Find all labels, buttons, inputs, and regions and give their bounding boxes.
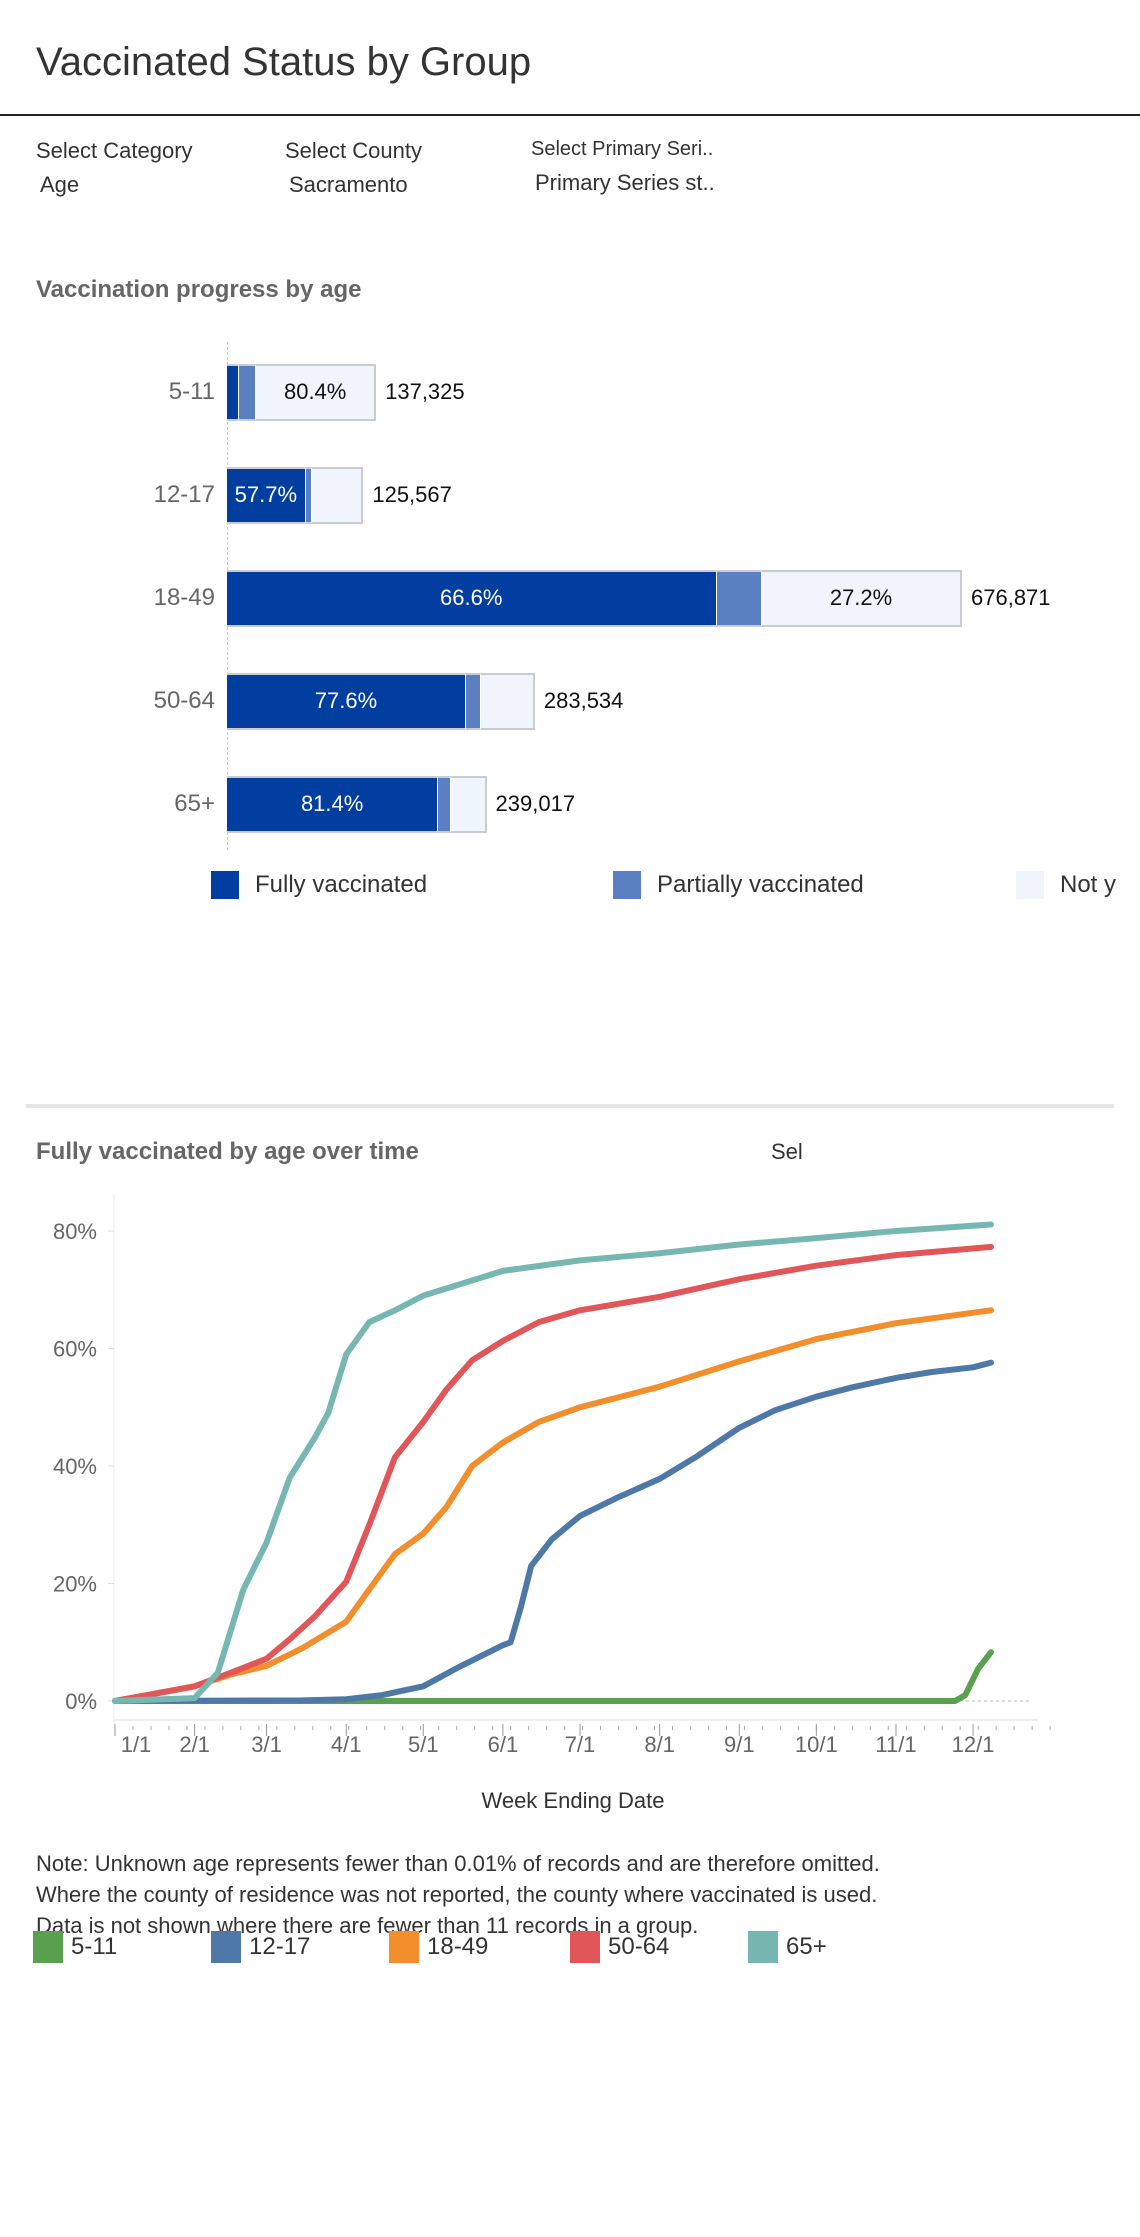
bar-segment-partially[interactable] (305, 466, 313, 524)
y-tick-label: 80% (53, 1219, 97, 1244)
x-tick-label: 6/1 (488, 1732, 519, 1757)
bar-segment-not-yet[interactable] (312, 466, 364, 524)
bar-total-label: 239,017 (495, 791, 576, 816)
bar-category-label: 5-11 (168, 378, 215, 405)
bar-category-label: 18-49 (153, 584, 215, 611)
line-series-50-64[interactable] (112, 1243, 994, 1704)
filter-county[interactable]: Select County Sacramento (285, 138, 422, 198)
bar-category-label: 12-17 (153, 481, 215, 508)
line-series-5-11[interactable] (112, 1649, 994, 1704)
bar-segment-fully[interactable]: 57.7% (227, 466, 306, 524)
bar-chart-title: Vaccination progress by age (36, 276, 362, 303)
line-chart-selector-label[interactable]: Sel (771, 1139, 803, 1164)
bar-segment-partially[interactable] (716, 569, 763, 627)
bar-total-label: 137,325 (385, 379, 465, 404)
legend-label: 50-64 (608, 1933, 670, 1960)
bar-category-label: 50-64 (153, 687, 215, 714)
filter-primary-series-value[interactable]: Primary Series st.. (535, 170, 715, 195)
bar-segment-fully[interactable]: 66.6% (227, 569, 717, 627)
bar-data-label: 27.2% (829, 585, 893, 610)
bar-segment-not-yet[interactable] (451, 775, 487, 833)
line-chart-title: Fully vaccinated by age over time (36, 1138, 419, 1165)
filter-primary-series[interactable]: Select Primary Seri.. Primary Series st.… (531, 138, 715, 196)
bar-segment-partially[interactable] (465, 672, 482, 730)
x-tick-label: 4/1 (331, 1732, 362, 1757)
x-tick-label: 5/1 (408, 1732, 439, 1757)
bar-segment-fully[interactable]: 81.4% (227, 775, 439, 833)
legend-swatch-fully (211, 871, 239, 899)
legend-swatch-not-yet (1016, 871, 1044, 899)
legend-label-partially: Partially vaccinated (657, 871, 864, 898)
legend-label-not-yet: Not y (1060, 871, 1117, 898)
filter-category[interactable]: Select Category Age (36, 138, 193, 198)
x-tick-label: 1/1 (121, 1732, 152, 1757)
bar-segment-fully[interactable] (227, 363, 240, 421)
legend-label: 12-17 (249, 1933, 311, 1960)
y-tick-label: 20% (53, 1572, 97, 1597)
x-tick-label: 10/1 (795, 1732, 838, 1757)
y-tick-label: 60% (53, 1337, 97, 1362)
x-tick-label: 7/1 (565, 1732, 596, 1757)
legend-label: 5-11 (71, 1933, 118, 1960)
filter-county-value[interactable]: Sacramento (289, 172, 408, 197)
note-line-1: Note: Unknown age represents fewer than … (36, 1851, 880, 1876)
bar-total-label: 283,534 (543, 688, 624, 713)
bar-data-label: 77.6% (314, 688, 378, 713)
bar-segment-not-yet[interactable]: 80.4% (256, 363, 377, 421)
filter-primary-series-label: Select Primary Seri.. (531, 138, 714, 160)
y-tick-label: 0% (65, 1689, 97, 1714)
legend-swatch (33, 1931, 63, 1963)
legend-item-fully[interactable]: Fully vaccinated (211, 871, 427, 899)
x-tick-label: 2/1 (179, 1732, 210, 1757)
legend-swatch-partially (613, 871, 641, 899)
bar-segment-partially[interactable] (438, 775, 452, 833)
bar-total-label: 125,567 (372, 482, 452, 507)
legend-item-partially[interactable]: Partially vaccinated (613, 871, 864, 899)
bar-segment-not-yet[interactable] (481, 672, 535, 730)
note-line-2: Where the county of residence was not re… (36, 1882, 878, 1907)
legend-label: 18-49 (427, 1933, 489, 1960)
legend-swatch (748, 1931, 778, 1963)
x-tick-label: 9/1 (724, 1732, 755, 1757)
bar-data-label: 57.7% (234, 482, 298, 507)
bar-category-label: 65+ (174, 790, 215, 817)
x-tick-label: 8/1 (644, 1732, 675, 1757)
line-chart: 0% 20% 40% 60% 80% 1/1 2/1 3/1 4/1 5/1 6/1 7/1 8/1 9/… (53, 1195, 1051, 1813)
legend-item-12-17[interactable]: 12-17 (211, 1931, 310, 1963)
bar-data-label: 80.4% (283, 379, 347, 404)
filter-category-value[interactable]: Age (40, 172, 80, 197)
section-divider (26, 1104, 1114, 1108)
filter-category-label: Select Category (36, 138, 193, 163)
filter-county-label: Select County (285, 138, 422, 163)
legend-swatch (389, 1931, 419, 1963)
bar-total-label: 676,871 (971, 585, 1051, 610)
legend-label-fully: Fully vaccinated (255, 871, 428, 898)
bar-segment-fully[interactable]: 77.6% (227, 672, 466, 730)
legend-item-18-49[interactable]: 18-49 (389, 1931, 488, 1963)
bar-data-label: 81.4% (300, 791, 364, 816)
bar-data-label: 66.6% (440, 585, 503, 610)
y-tick-label: 40% (53, 1454, 97, 1479)
bar-segment-not-yet[interactable]: 27.2% (762, 569, 962, 627)
title-divider (0, 114, 1140, 116)
line-series-12-17[interactable] (112, 1359, 994, 1704)
legend-item-50-64[interactable]: 50-64 (570, 1931, 669, 1963)
x-tick-label: 3/1 (251, 1732, 282, 1757)
line-series-18-49[interactable] (112, 1307, 994, 1704)
legend-item-not-yet[interactable]: Not y (1016, 871, 1116, 899)
legend-item-65+[interactable]: 65+ (748, 1931, 827, 1963)
legend-item-5-11[interactable]: 5-11 (33, 1931, 117, 1963)
legend-swatch (211, 1931, 241, 1963)
line-series-65+[interactable] (112, 1221, 994, 1704)
legend-label: 65+ (786, 1933, 827, 1960)
legend-swatch (570, 1931, 600, 1963)
x-tick-label: 12/1 (952, 1732, 995, 1757)
page-title: Vaccinated Status by Group (36, 40, 532, 84)
bar-segment-partially[interactable] (239, 363, 257, 421)
x-axis-title: Week Ending Date (481, 1788, 664, 1813)
x-tick-label: 11/1 (875, 1732, 916, 1757)
